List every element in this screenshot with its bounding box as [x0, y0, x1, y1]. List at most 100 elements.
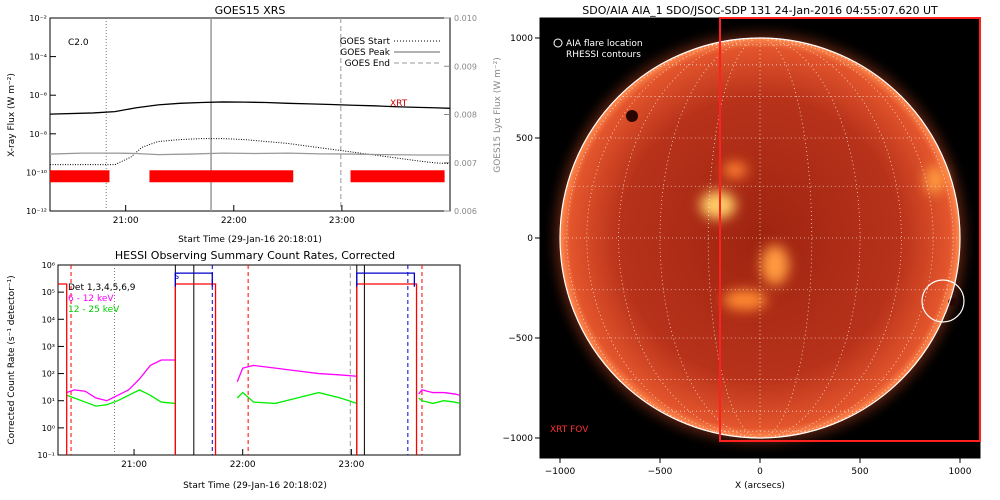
- legend-goes-end: GOES End: [345, 59, 390, 69]
- grid-longitude: [759, 37, 934, 439]
- hessi-series-line: [236, 364, 357, 382]
- aia-xlabel: X (arcsecs): [735, 481, 785, 491]
- legend-aia-flare: AIA flare location: [566, 39, 643, 49]
- goes-observation-bar: [350, 170, 445, 183]
- goes-series-line: [49, 101, 451, 115]
- aia-xtick-label: −500: [648, 467, 673, 477]
- legend-rhessi: RHESSI contours: [566, 50, 641, 60]
- hessi-title: HESSI Observing Summary Count Rates, Cor…: [115, 249, 395, 262]
- active-region-east: [700, 191, 736, 219]
- aia-ytick-label: 0: [527, 234, 533, 244]
- active-region-ne: [723, 162, 747, 178]
- goes-xtick-label: 21:00: [113, 216, 139, 226]
- sun-image: XRT FOV AIA flare location RHESSI contou…: [550, 17, 981, 443]
- hessi-ytick-label: 10²: [42, 370, 55, 379]
- goes-ytick-label: 10⁻¹²: [26, 207, 47, 216]
- hessi-ytick-label: 10⁵: [42, 288, 55, 297]
- goes-ylabel: X-ray Flux (W m⁻²): [7, 73, 17, 157]
- hessi-plot-frame: [57, 264, 461, 456]
- heliographic-grid: [560, 37, 960, 439]
- grid-longitude: [618, 37, 761, 439]
- legend-6-12kev: 6 - 12 keV: [68, 294, 114, 304]
- hessi-series-line: [58, 283, 68, 455]
- hessi-xlabel: Start Time (29-Jan-16 20:18:02): [183, 481, 327, 491]
- goes-y2label: GOES15 Lyα Flux (W m⁻²): [493, 57, 503, 173]
- grid-longitude: [586, 37, 761, 439]
- goes-y2tick-label: 0.007: [454, 159, 477, 168]
- legend-12-25kev: 12 - 25 keV: [68, 305, 120, 315]
- aia-ytick-label: 500: [516, 134, 533, 144]
- legend-goes-start: GOES Start: [340, 37, 391, 47]
- goes-ytick-label: 10⁻²: [29, 14, 47, 23]
- goes-ytick-label: 10⁻⁸: [29, 130, 47, 139]
- hessi-panel: HESSI Observing Summary Count Rates, Cor…: [7, 249, 461, 491]
- legend-goes-peak: GOES Peak: [340, 48, 390, 58]
- goes-xlabel: Start Time (29-Jan-16 20:18:01): [178, 235, 322, 245]
- goes-ytick-label: 10⁻⁴: [29, 53, 47, 62]
- xrt-fov-box: [719, 17, 981, 442]
- hessi-series-line: [66, 359, 176, 402]
- hessi-ytick-label: 10⁴: [42, 315, 55, 324]
- hessi-ylabel: Corrected Count Rate (s⁻¹ detector⁻¹): [7, 275, 17, 444]
- active-region-limb: [925, 166, 945, 194]
- goes-marks: 10⁻² 10⁻⁴ 10⁻⁶ 10⁻⁸ 10⁻¹⁰ 10⁻¹² 0.010 0.009 0.00…: [26, 14, 477, 226]
- dark-filament: [626, 110, 638, 122]
- hessi-marks: 10⁶ 10⁵ 10⁴ 10³ 10² 10¹ 10⁰ 10⁻¹ 21:00 22:00 23:00: [37, 261, 461, 470]
- goes-y2tick-label: 0.006: [454, 207, 477, 216]
- aia-ytick-label: 1000: [510, 34, 533, 44]
- hessi-series-line: [66, 389, 176, 407]
- aia-ytick-label: −500: [508, 334, 533, 344]
- aia-axes: −1000 −500 0 500 1000 1000 500 0 −500 −1000: [503, 34, 972, 477]
- active-region-south: [723, 290, 767, 310]
- hessi-ytick-label: 10⁶: [42, 261, 55, 270]
- goes-observation-bar: [50, 170, 110, 183]
- hessi-ytick-label: 10⁰: [42, 424, 55, 433]
- aia-xtick-label: −1000: [545, 467, 576, 477]
- aia-xtick-label: 0: [757, 467, 763, 477]
- goes-xtick-label: 23:00: [329, 216, 355, 226]
- hessi-series-line: [356, 272, 416, 287]
- goes-ytick-label: 10⁻⁶: [29, 91, 47, 100]
- aia-xtick-label: 1000: [949, 467, 972, 477]
- goes-ytick-label: 10⁻¹⁰: [26, 168, 47, 177]
- grid-longitude: [759, 37, 954, 439]
- goes-series-line: [49, 152, 450, 156]
- aia-xtick-label: 500: [851, 467, 868, 477]
- hessi-series-line: [174, 283, 217, 455]
- hessi-xtick-label: 21:00: [121, 460, 147, 470]
- legend-flare-icon: [553, 38, 563, 48]
- hessi-ytick-label: 10³: [42, 342, 55, 351]
- hessi-ytick-label: 10⁻¹: [37, 451, 55, 460]
- aia-panel: SDO/AIA AIA_1 SDO/JSOC-SDP 131 24-Jan-20…: [503, 4, 981, 491]
- flare-location-circle: [921, 279, 965, 323]
- goes-series-line: [50, 138, 451, 166]
- grid-longitude: [759, 37, 902, 439]
- hessi-xtick-label: 23:00: [338, 460, 364, 470]
- goes-y2tick-label: 0.008: [454, 111, 477, 120]
- hessi-ytick-label: 10¹: [42, 397, 55, 406]
- hessi-s-label: S: [174, 272, 179, 281]
- limb-outline: [559, 37, 961, 439]
- xrt-fov-label: XRT FOV: [550, 425, 589, 435]
- goes-xtick-label: 22:00: [221, 216, 247, 226]
- goes-class-label: C2.0: [68, 38, 89, 48]
- goes-observation-bar: [149, 170, 294, 183]
- goes-y2tick-label: 0.010: [454, 14, 477, 23]
- hessi-series-line: [418, 389, 461, 396]
- grid-longitude: [566, 37, 761, 439]
- goes-title: GOES15 XRS: [215, 4, 286, 17]
- goes-xrs-panel: GOES15 XRS 10⁻² 10⁻⁴ 10⁻⁶ 10⁻⁸ 10⁻¹⁰ 10⁻¹² 0.0…: [7, 4, 503, 245]
- hessi-series-line: [174, 272, 213, 287]
- hessi-series-line: [418, 397, 461, 405]
- hessi-legend: Det 1,3,4,5,6,9 6 - 12 keV 12 - 25 keV: [68, 283, 136, 315]
- hessi-xtick-label: 22:00: [230, 460, 256, 470]
- goes-xrt-label: XRT: [390, 99, 408, 109]
- active-region-center: [761, 245, 789, 285]
- goes-legend: GOES Start GOES Peak GOES End: [340, 37, 440, 69]
- legend-det: Det 1,3,4,5,6,9: [68, 283, 136, 293]
- aia-title: SDO/AIA AIA_1 SDO/JSOC-SDP 131 24-Jan-20…: [582, 4, 938, 17]
- hessi-series-line: [236, 391, 357, 405]
- hessi-series-line: [356, 283, 418, 455]
- active-regions: [700, 162, 945, 310]
